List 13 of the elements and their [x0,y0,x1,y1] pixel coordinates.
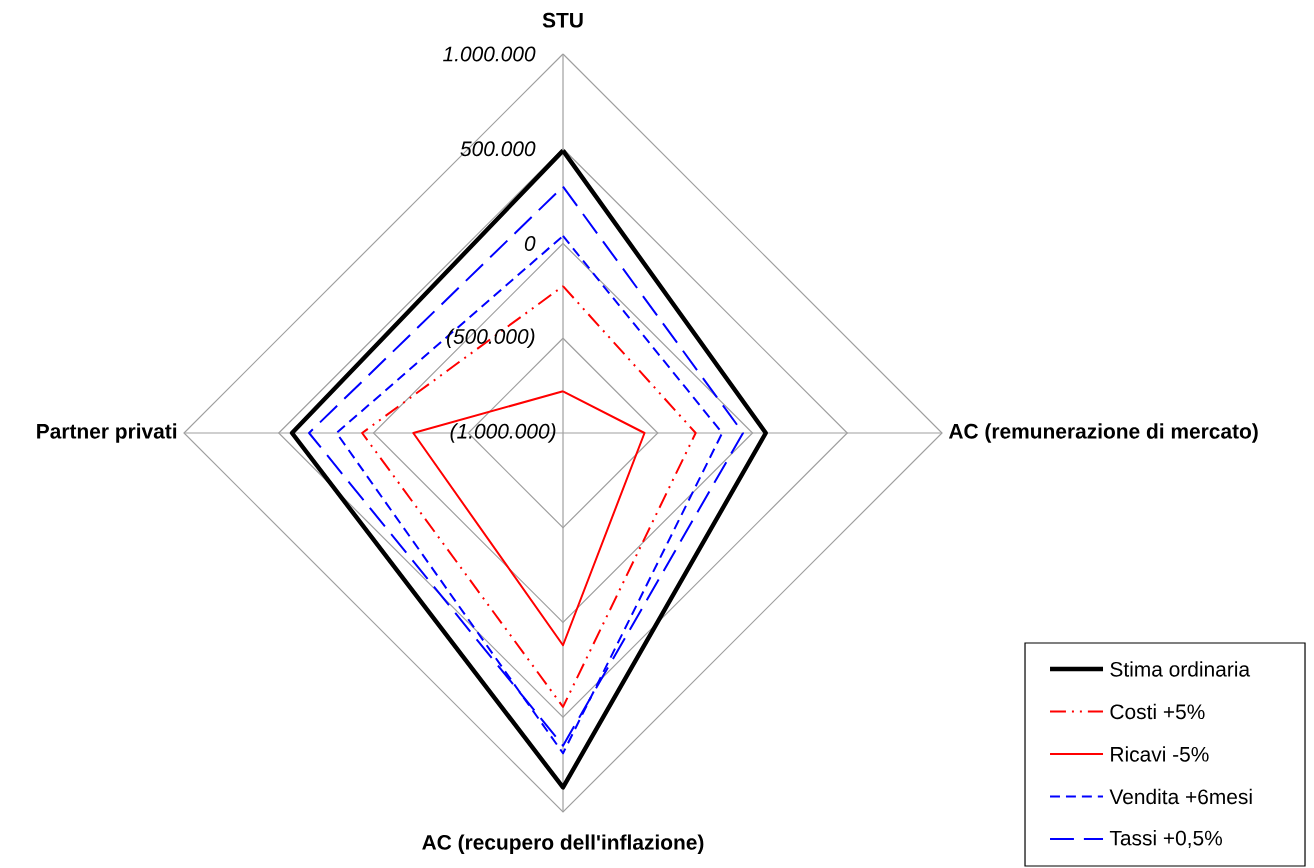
legend-label: Tassi +0,5% [1109,830,1223,848]
y-tick-label: 0 [524,236,536,251]
legend-label: Stima ordinaria [1110,661,1251,677]
legend-label: Costi +5% [1110,703,1205,720]
spoke-label: Partner privati [37,423,177,443]
y-tick-label: 1.000.000 [443,46,536,62]
spoke-label: STU [542,12,583,28]
y-tick-label: (1.000.000) [450,423,556,443]
spoke-label: AC (remunerazione di mercato) [948,423,1258,443]
y-tick-label: 500.000 [460,141,536,157]
spoke-label: AC (recupero dell'inflazione) [422,834,704,854]
legend-label: Vendita +6mesi [1109,788,1252,805]
legend-label: Ricavi -5% [1111,746,1209,762]
